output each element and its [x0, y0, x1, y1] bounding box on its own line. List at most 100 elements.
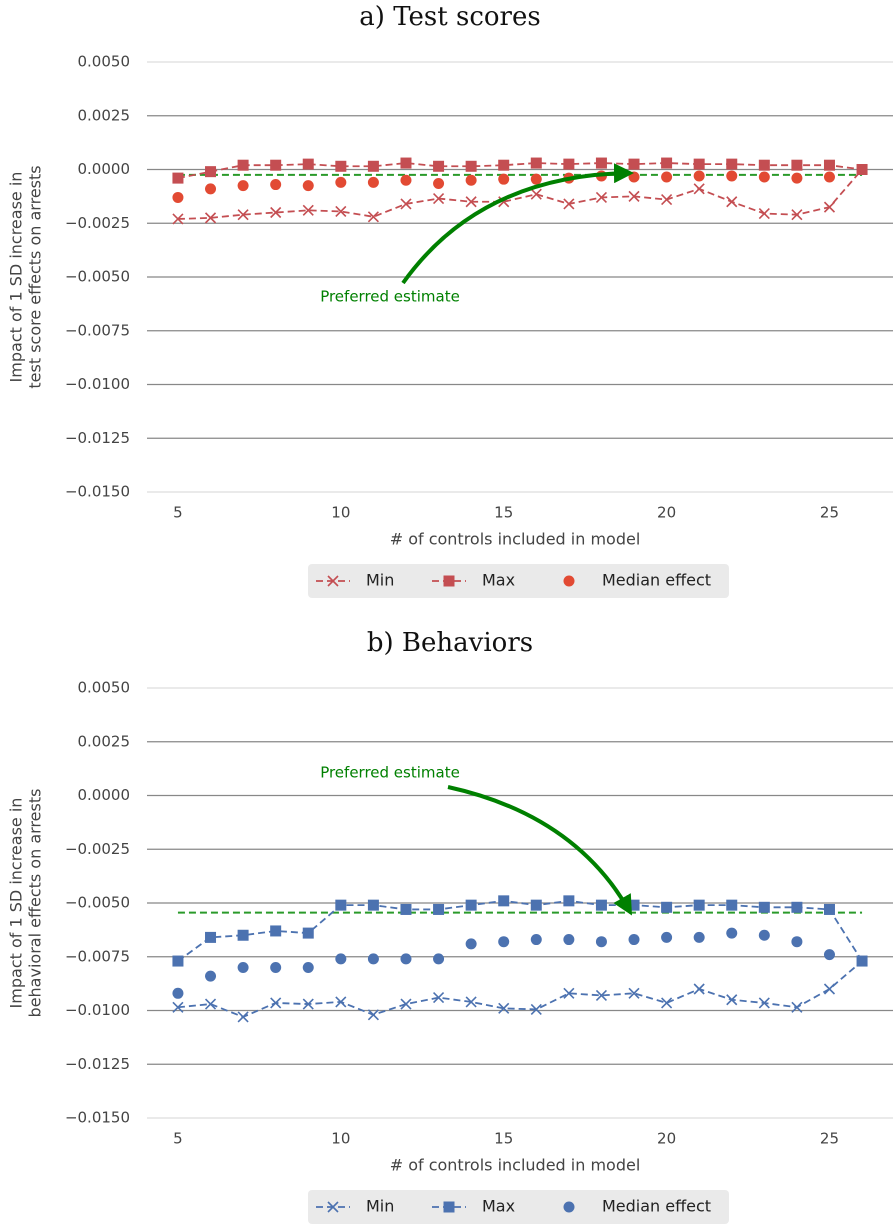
dot-marker [237, 962, 249, 973]
square-marker [205, 931, 217, 943]
series [172, 895, 868, 967]
square-marker [823, 903, 835, 915]
x-marker [172, 1001, 184, 1013]
chart-title: a) Test scores [359, 2, 540, 32]
square-marker [595, 157, 607, 169]
dot-marker [563, 934, 575, 946]
x-axis-label: # of controls included in model [390, 530, 641, 549]
x-stroke [823, 201, 836, 213]
x-stroke [661, 194, 673, 206]
dot-marker [270, 179, 282, 191]
square-marker [498, 159, 510, 171]
x-marker [693, 983, 705, 995]
square-marker [791, 901, 803, 913]
square-marker [661, 157, 673, 169]
x-marker [270, 997, 282, 1009]
dot-marker [400, 953, 412, 965]
x-marker [237, 209, 249, 221]
x-marker [530, 1003, 542, 1015]
x-stroke [465, 996, 477, 1008]
square-marker [465, 899, 477, 911]
dot-marker [823, 949, 835, 961]
x-stroke [432, 992, 445, 1004]
x-stroke [327, 1201, 339, 1213]
square-marker [856, 955, 868, 967]
y-tick-label: 0.0050 [78, 679, 131, 697]
square-marker [563, 895, 575, 907]
dot-marker [335, 953, 347, 965]
x-marker [563, 198, 575, 210]
dot-marker [498, 936, 510, 948]
x-stroke [628, 987, 640, 999]
x-stroke [335, 996, 347, 1008]
x-stroke [563, 198, 575, 210]
y-axis-label: test score effects on arrests [26, 165, 45, 388]
legend-marker [563, 1201, 575, 1213]
square-marker [595, 899, 607, 911]
dot-marker [693, 170, 705, 182]
legend-label: Median effect [602, 1197, 711, 1216]
y-tick-label: −0.0150 [65, 483, 130, 501]
square-marker [433, 160, 445, 172]
series-line [177, 899, 863, 962]
series-line [177, 168, 863, 220]
x-stroke [823, 983, 836, 995]
dot-marker [661, 171, 673, 183]
x-marker [302, 204, 314, 216]
x-stroke [758, 208, 770, 220]
dot-marker [758, 171, 770, 183]
x-marker [661, 997, 673, 1009]
dot-marker [661, 931, 673, 943]
x-stroke [726, 196, 738, 208]
dot-marker [433, 953, 445, 965]
x-tick-label: 20 [657, 504, 676, 522]
x-stroke [172, 213, 184, 225]
x-stroke [465, 196, 477, 208]
x-tick-label: 15 [494, 504, 513, 522]
x-marker [237, 1011, 249, 1023]
dot-marker [530, 173, 542, 185]
annotation-arrow [401, 163, 634, 285]
x-marker [758, 997, 770, 1009]
dot-marker [172, 987, 184, 999]
square-marker [530, 157, 542, 169]
x-tick-label: 5 [173, 504, 183, 522]
x-stroke [693, 183, 705, 195]
dot-marker [530, 934, 542, 946]
square-marker [693, 899, 705, 911]
x-stroke [302, 998, 314, 1010]
dot-marker [791, 172, 803, 184]
square-marker [205, 166, 217, 178]
x-stroke [204, 998, 217, 1010]
y-axis-label: behavioral effects on arrests [26, 789, 45, 1018]
square-marker [693, 158, 705, 170]
x-marker [465, 996, 477, 1008]
y-tick-label: −0.0075 [65, 947, 130, 965]
square-marker [758, 159, 770, 171]
chart-title: b) Behaviors [367, 628, 533, 658]
x-tick-label: 5 [173, 1130, 183, 1148]
dot-marker [302, 180, 314, 192]
y-tick-label: −0.0050 [65, 268, 130, 286]
dot-marker [726, 170, 738, 182]
legend-box [308, 1190, 729, 1224]
square-marker [563, 158, 575, 170]
legend-label: Max [482, 1197, 515, 1216]
y-axis-label: Impact of 1 SD increase in [7, 172, 26, 383]
square-marker [530, 899, 542, 911]
x-stroke [726, 994, 738, 1006]
y-tick-label: 0.0000 [78, 160, 131, 178]
x-stroke [530, 188, 542, 200]
square [443, 1201, 455, 1213]
x-stroke [758, 997, 770, 1009]
square-marker [661, 901, 673, 913]
x-marker [335, 205, 347, 217]
annotation-text: Preferred estimate [320, 764, 460, 782]
square-marker [433, 903, 445, 915]
dot-marker [465, 938, 477, 950]
y-tick-label: −0.0025 [65, 840, 130, 858]
y-axis-label: Impact of 1 SD increase in [7, 798, 26, 1009]
x-tick-label: 10 [331, 504, 350, 522]
square-marker [270, 159, 282, 171]
